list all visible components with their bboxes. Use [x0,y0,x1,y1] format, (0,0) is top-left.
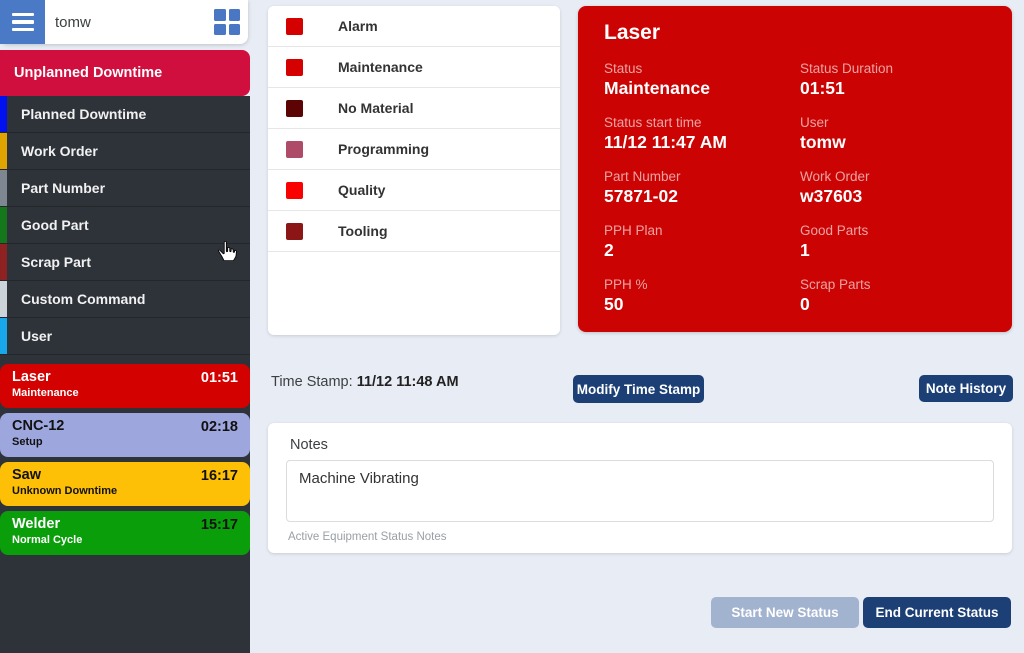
machine-tile-saw[interactable]: Saw Unknown Downtime 16:17 [0,462,250,506]
reason-label: Alarm [338,18,378,34]
sidebar-item-label: Work Order [21,143,98,159]
field-pph-percent: PPH % 50 [604,277,648,314]
reason-code-list: Alarm Maintenance No Material Programmin… [268,6,560,335]
hamburger-menu-button[interactable] [0,0,45,44]
field-work-order: Work Order w37603 [800,169,870,206]
start-new-status-button[interactable]: Start New Status [711,597,859,628]
machine-status: Maintenance [12,387,79,399]
timestamp-label: Time Stamp: [271,374,353,390]
field-pph-plan: PPH Plan 2 [604,223,663,260]
sidebar-item-label: User [21,328,53,344]
notes-helper-text: Active Equipment Status Notes [288,531,447,543]
machine-status: Normal Cycle [12,534,83,546]
timestamp-value: 11/12 11:48 AM [356,374,459,390]
sidebar-item-user[interactable]: User [0,318,250,355]
color-stripe [0,96,7,132]
field-user: User tomw [800,115,846,152]
reason-label: Programming [338,141,430,157]
sidebar-item-label: Planned Downtime [21,106,147,122]
active-status-card: Laser Status Maintenance Status Duration… [578,6,1012,332]
machine-tile-cnc-12[interactable]: CNC-12 Setup 02:18 [0,413,250,457]
sidebar-item-work-order[interactable]: Work Order [0,133,250,170]
reason-item-programming[interactable]: Programming [268,129,560,170]
sidebar-menu: Planned Downtime Work Order Part Number … [0,96,250,355]
field-status-duration: Status Duration 01:51 [800,61,894,98]
reason-label: Tooling [338,223,388,239]
reason-item-quality[interactable]: Quality [268,170,560,211]
reason-color-swatch [286,222,303,240]
field-status: Status Maintenance [604,61,710,98]
machine-name: Laser [12,369,51,385]
color-stripe [0,318,7,354]
machine-name: Welder [12,516,61,532]
machine-status: Unknown Downtime [12,485,118,497]
machine-timer: 16:17 [200,468,238,484]
field-good-parts: Good Parts 1 [800,223,869,260]
reason-label: Maintenance [338,59,423,75]
sidebar-item-label: Scrap Part [21,254,92,270]
reason-color-swatch [286,99,303,117]
hamburger-icon [11,12,34,17]
sidebar-item-label: Good Part [21,217,89,233]
sidebar: Unplanned Downtime Planned Downtime Work… [0,0,250,653]
machine-timer: 01:51 [200,370,238,386]
sidebar-item-planned-downtime[interactable]: Planned Downtime [0,96,250,133]
end-current-status-button[interactable]: End Current Status [863,597,1011,628]
field-part-number: Part Number 57871-02 [604,169,681,206]
color-stripe [0,133,7,169]
machine-tile-laser[interactable]: Laser Maintenance 01:51 [0,364,250,408]
sidebar-item-label: Custom Command [21,291,146,307]
note-history-button[interactable]: Note History [919,375,1013,402]
color-stripe [0,281,7,317]
machine-status: Setup [12,436,43,448]
reason-item-tooling[interactable]: Tooling [268,211,560,252]
reason-item-maintenance[interactable]: Maintenance [268,47,560,88]
sidebar-header [0,0,248,44]
sidebar-item-scrap-part[interactable]: Scrap Part [0,244,250,281]
notes-input[interactable] [286,460,994,522]
machine-timer: 15:17 [200,517,238,533]
machine-list: Laser Maintenance 01:51 CNC-12 Setup 02:… [0,364,250,560]
reason-color-swatch [286,17,303,35]
reason-label: No Material [338,100,414,116]
sidebar-item-good-part[interactable]: Good Part [0,207,250,244]
machine-timer: 02:18 [200,419,238,435]
reason-color-swatch [286,181,303,199]
machine-tile-welder[interactable]: Welder Normal Cycle 15:17 [0,511,250,555]
sidebar-item-label: Part Number [21,180,106,196]
timestamp-row: Time Stamp: 11/12 11:48 AM [271,374,459,390]
machine-name: Saw [12,467,42,483]
notes-label: Notes [290,437,328,453]
reason-color-swatch [286,140,303,158]
reason-item-no-material[interactable]: No Material [268,88,560,129]
sidebar-item-custom-command[interactable]: Custom Command [0,281,250,318]
modify-time-stamp-button[interactable]: Modify Time Stamp [573,375,704,403]
user-input[interactable] [45,13,214,31]
notes-card: Notes Active Equipment Status Notes [268,423,1012,553]
reason-label: Quality [338,182,386,198]
reason-color-swatch [286,58,303,76]
color-stripe [0,207,7,243]
color-stripe [0,244,7,280]
machine-title: Laser [604,21,661,44]
apps-grid-icon[interactable] [214,9,240,35]
color-stripe [0,170,7,206]
status-field-grid: Status Maintenance Status Duration 01:51… [604,61,986,315]
machine-name: CNC-12 [12,418,65,434]
field-scrap-parts: Scrap Parts 0 [800,277,871,314]
sidebar-item-part-number[interactable]: Part Number [0,170,250,207]
sidebar-item-unplanned-downtime[interactable]: Unplanned Downtime [0,50,250,96]
field-status-start-time: Status start time 11/12 11:47 AM [604,115,727,152]
reason-item-alarm[interactable]: Alarm [268,6,560,47]
